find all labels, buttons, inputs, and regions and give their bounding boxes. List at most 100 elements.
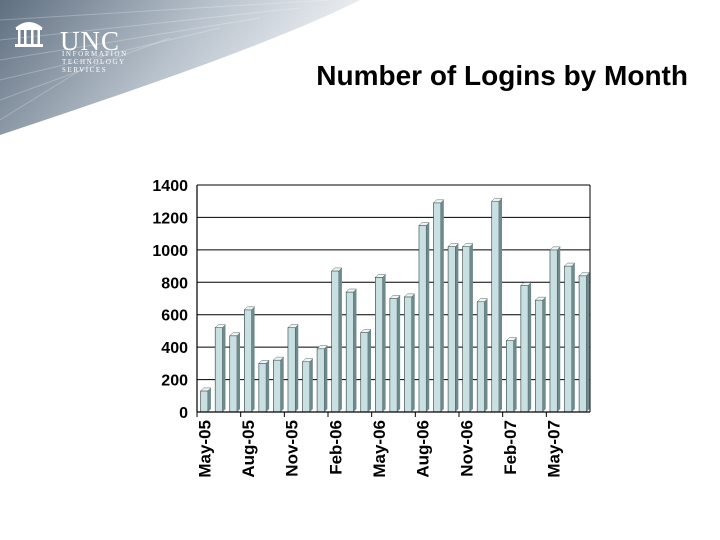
bar — [360, 329, 372, 413]
bar-face — [520, 285, 529, 413]
bar-top — [374, 274, 387, 278]
slide-title: Number of Logins by Month — [316, 60, 688, 91]
bar-face — [404, 296, 412, 413]
bar-top — [491, 198, 503, 202]
bar — [418, 222, 430, 413]
bar-top — [476, 298, 488, 302]
bar-side — [586, 272, 590, 412]
bar-side — [368, 329, 372, 412]
bar — [462, 243, 474, 413]
bar — [287, 324, 299, 413]
bar — [214, 324, 226, 413]
bar-top — [214, 324, 226, 328]
bar-side — [222, 324, 226, 412]
bar-side — [207, 387, 211, 412]
bar-top — [258, 360, 270, 364]
bar-top — [200, 387, 212, 392]
x-tick-labels: May-05 Aug-05 Nov-05 Feb-06 May-06 Aug-06 Nov-… — [195, 420, 563, 478]
bar — [534, 296, 547, 413]
bar-top — [316, 345, 328, 349]
bar-side — [469, 243, 473, 412]
x-tick-label: Nov-05 — [283, 420, 302, 477]
bar-face — [273, 359, 281, 413]
bar-face — [200, 390, 209, 413]
x-tick-label: Feb-06 — [326, 420, 345, 475]
bar-face — [375, 277, 383, 413]
header-banner — [0, 0, 360, 135]
x-tick-label: Aug-05 — [239, 420, 258, 478]
bar — [476, 298, 488, 413]
bar — [258, 360, 270, 413]
x-tick-label: May-07 — [545, 420, 564, 478]
axes — [196, 185, 591, 417]
bar-top — [520, 282, 532, 286]
bar-top — [345, 288, 357, 293]
bar-face — [418, 225, 427, 413]
bar — [520, 282, 532, 413]
bar-face — [506, 340, 514, 413]
x-tick-label: Nov-06 — [457, 420, 476, 477]
bar-top — [287, 324, 299, 328]
bar-side — [353, 289, 357, 412]
bar-face — [433, 202, 442, 413]
logo-name: UNC — [60, 26, 121, 56]
bar-top — [462, 243, 474, 247]
bar-side — [484, 298, 488, 412]
y-tick-label: 1000 — [152, 243, 188, 260]
y-tick-label: 200 — [161, 373, 188, 390]
bar — [403, 293, 416, 413]
bar-side — [338, 267, 342, 412]
bar-side — [411, 293, 415, 412]
bar-top — [447, 243, 459, 247]
bar-face — [549, 249, 558, 413]
bar-side — [440, 199, 444, 412]
bar-top — [403, 293, 416, 298]
bar-top — [578, 272, 590, 276]
bar-top — [229, 332, 241, 336]
bar — [345, 288, 357, 413]
bar-side — [426, 222, 430, 412]
bar-face — [229, 335, 238, 413]
bar-top — [505, 337, 518, 341]
bar-face — [564, 265, 573, 413]
bars — [200, 198, 590, 413]
y-tick-label: 400 — [161, 340, 188, 357]
y-tick-label: 1200 — [152, 210, 188, 227]
bar-top — [360, 329, 372, 333]
bar-top — [302, 358, 314, 362]
x-tick-label: Aug-06 — [414, 420, 433, 478]
bar — [302, 358, 314, 413]
bar-side — [237, 332, 241, 412]
bar-side — [455, 243, 459, 412]
bar — [316, 345, 328, 413]
bar — [447, 243, 459, 413]
bar — [491, 198, 503, 413]
bar-side — [557, 246, 561, 412]
bar-face — [447, 246, 456, 413]
bar-top — [534, 296, 547, 301]
bar-face — [316, 348, 325, 413]
bar-side — [513, 337, 517, 412]
bar — [578, 272, 590, 413]
bar-face — [462, 246, 471, 413]
bar — [200, 387, 212, 413]
bar — [331, 267, 343, 413]
bar-face — [244, 309, 252, 413]
bar — [389, 295, 401, 413]
bar-side — [499, 198, 503, 412]
y-tick-labels: 0 200 400 600 800 1000 1200 1400 — [152, 178, 188, 422]
bar-side — [309, 358, 313, 412]
bar-face — [287, 327, 296, 413]
bar-face — [491, 200, 500, 413]
bar-top — [549, 246, 561, 251]
bar-top — [564, 262, 576, 267]
bar-side — [571, 263, 575, 412]
bar-face — [345, 291, 354, 413]
y-tick-label: 0 — [179, 405, 188, 422]
unc-logo: UNC INFORMATION TECHNOLOGY SERVICES — [10, 14, 160, 74]
bar — [243, 306, 256, 413]
bar-face — [214, 327, 223, 413]
logo-subtitle-line1: INFORMATION — [62, 50, 128, 58]
bar-top — [331, 267, 343, 272]
